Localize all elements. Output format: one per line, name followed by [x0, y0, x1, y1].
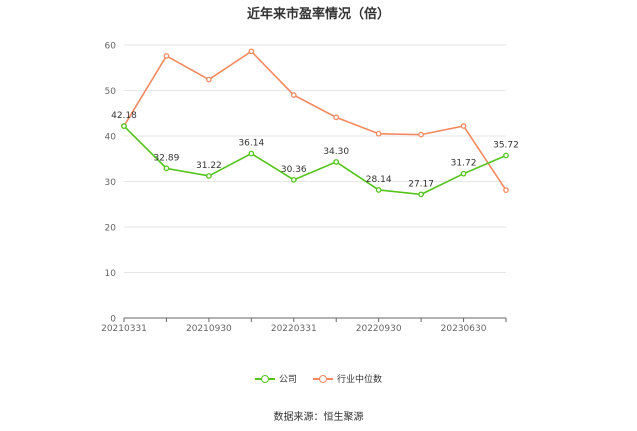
legend-item-company[interactable]: 公司	[254, 372, 297, 385]
x-tick-label: 20230630	[441, 324, 487, 334]
legend-industry-label: 行业中位数	[337, 375, 383, 385]
legend: 公司 行业中位数	[0, 372, 637, 385]
y-tick-label: 10	[105, 269, 117, 279]
data-label: 36.14	[238, 139, 264, 149]
data-point	[206, 173, 212, 179]
data-point	[503, 152, 509, 159]
data-label: 31.72	[451, 159, 477, 169]
data-point	[333, 114, 340, 121]
chart-title: 近年来市盈率情况（倍）	[246, 7, 390, 22]
x-tick-label: 20210930	[186, 324, 232, 334]
legend-item-industry[interactable]: 行业中位数	[313, 372, 382, 385]
x-tick-label: 20210331	[101, 324, 147, 334]
data-point	[418, 191, 424, 198]
legend-company-label: 公司	[278, 375, 297, 385]
data-source-note: 数据来源：恒生聚源	[273, 412, 364, 423]
y-tick-label: 60	[105, 42, 117, 52]
series-layer	[121, 48, 509, 198]
legend-company-swatch	[254, 374, 275, 384]
data-label: 32.89	[154, 153, 180, 163]
series-industry-median	[121, 48, 509, 193]
data-label: 35.72	[493, 140, 519, 150]
x-axis: 20210331 20210930 20220331 20220930 20230630	[101, 317, 507, 334]
y-tick-label: 30	[105, 178, 117, 188]
y-tick-label: 20	[105, 224, 117, 234]
y-axis-ticks: 0 10 20 30 40 50 60	[105, 42, 117, 325]
series-line	[123, 125, 507, 196]
data-point	[460, 123, 467, 129]
data-point	[290, 177, 297, 183]
y-tick-label: 0	[110, 315, 116, 325]
data-label: 34.30	[323, 147, 349, 157]
y-tick-label: 50	[105, 87, 117, 97]
x-tick-label: 20220930	[356, 324, 402, 334]
data-point	[333, 159, 340, 165]
data-point	[418, 131, 424, 138]
data-label: 27.17	[408, 179, 434, 189]
data-point	[290, 92, 297, 98]
data-labels: 42.18 32.89 31.22 36.14 30.36 34.30 28.14 27.17…	[111, 111, 519, 189]
data-point	[503, 187, 509, 193]
data-point	[375, 130, 382, 137]
x-tick-label: 20220331	[271, 324, 317, 334]
y-tick-label: 40	[105, 133, 117, 143]
data-label: 31.22	[196, 161, 222, 171]
series-company	[121, 123, 509, 198]
series-line	[123, 50, 507, 191]
data-point	[248, 48, 255, 55]
data-point	[248, 150, 255, 157]
gridlines	[124, 44, 506, 273]
data-label: 28.14	[366, 175, 392, 185]
data-point	[163, 53, 170, 59]
data-label: 30.36	[281, 165, 307, 175]
data-point	[375, 187, 382, 193]
data-point	[163, 165, 170, 172]
legend-industry-swatch	[313, 374, 333, 384]
data-point	[460, 170, 467, 177]
data-point	[206, 76, 212, 83]
data-point	[121, 123, 127, 129]
data-label: 42.18	[111, 111, 137, 121]
